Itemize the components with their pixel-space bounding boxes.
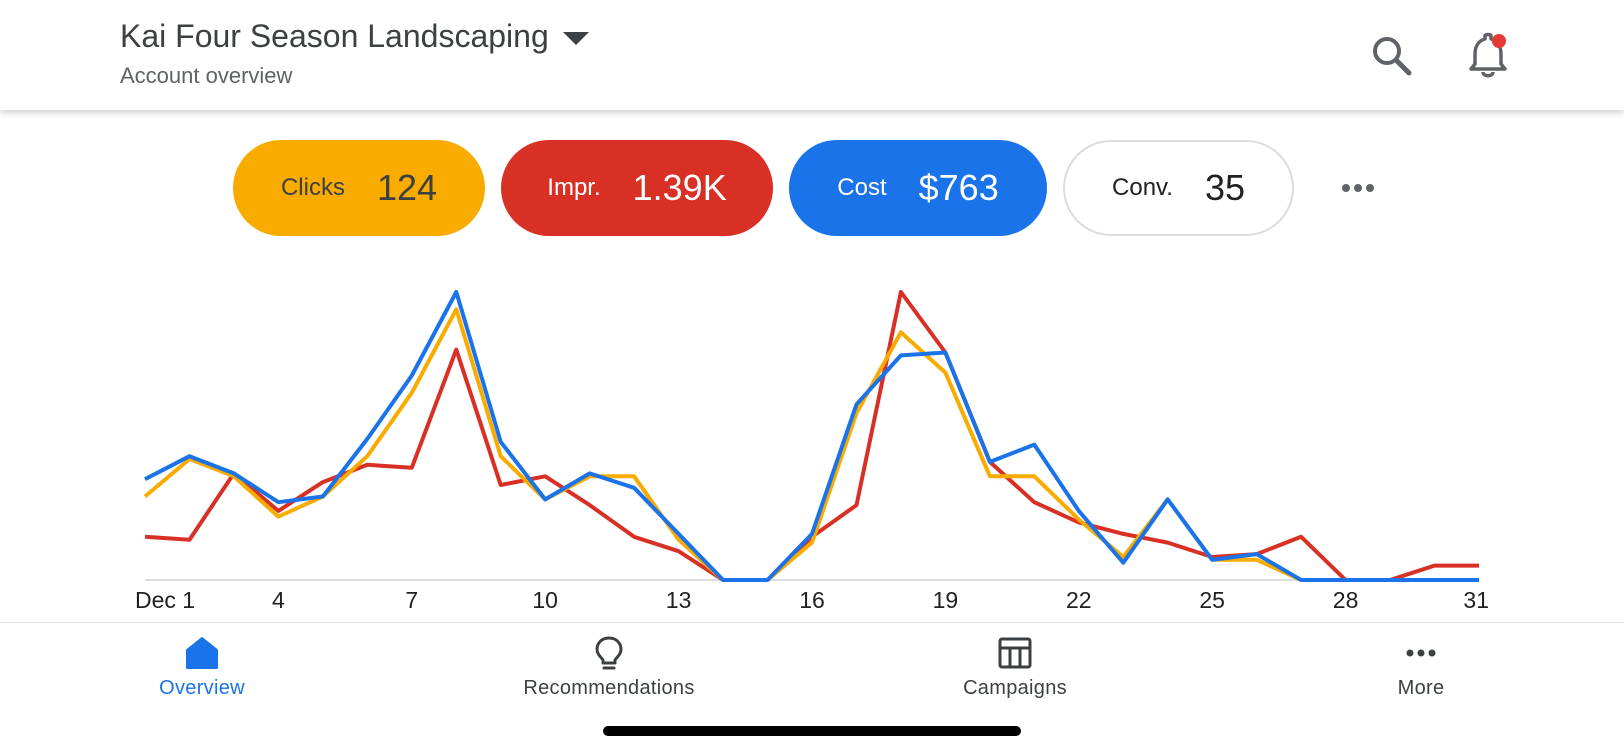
more-horiz-icon: [1342, 184, 1374, 192]
performance-chart: Dec 1 4 7 10 13 16 19 22 25 28 31: [135, 290, 1489, 613]
account-selector[interactable]: Kai Four Season Landscaping: [120, 18, 589, 55]
metric-chip-conversions[interactable]: Conv. 35: [1063, 140, 1294, 236]
metric-label: Cost: [837, 174, 887, 201]
metric-label: Clicks: [280, 174, 345, 201]
metric-value: 35: [1204, 167, 1245, 208]
home-icon: [186, 637, 218, 669]
x-tick-label: 7: [405, 587, 418, 613]
x-tick-label: 19: [933, 587, 959, 613]
nav-label: Recommendations: [523, 677, 695, 699]
metric-chip-clicks[interactable]: Clicks 124: [233, 140, 485, 236]
nav-label: Campaigns: [963, 677, 1067, 699]
search-button[interactable]: [1370, 34, 1414, 78]
series-line-2: [144, 290, 1479, 582]
nav-more[interactable]: More: [1301, 635, 1541, 705]
table-icon: [998, 637, 1032, 669]
x-tick-label: 28: [1333, 587, 1359, 613]
notification-dot: [1492, 34, 1506, 48]
series-line-1: [143, 307, 1479, 582]
lightbulb-icon: [595, 636, 623, 670]
x-tick-label: 16: [799, 587, 825, 613]
metric-label: Impr.: [547, 174, 601, 201]
x-tick-label: 4: [272, 587, 285, 613]
page-subtitle: Account overview: [120, 63, 293, 88]
bell-icon: [1469, 32, 1507, 78]
metric-chip-impressions[interactable]: Impr. 1.39K: [501, 140, 773, 236]
metric-value: 124: [376, 167, 438, 208]
x-tick-label: 22: [1066, 587, 1092, 613]
x-tick-label: Dec 1: [135, 587, 195, 613]
x-tick-label: 10: [532, 587, 558, 613]
notifications-button[interactable]: [1465, 30, 1511, 80]
search-icon: [1373, 37, 1412, 76]
bottom-navigation: Overview Recommendations Campaigns More: [0, 622, 1624, 751]
nav-recommendations[interactable]: Recommendations: [489, 635, 729, 705]
metric-label: Conv.: [1112, 174, 1173, 201]
metric-value: 1.39K: [632, 167, 727, 208]
x-tick-label: 13: [666, 587, 692, 613]
app-header: Kai Four Season Landscaping Account over…: [0, 0, 1624, 110]
metric-chips: Clicks 124 Impr. 1.39K Cost $763 Conv. 3…: [0, 140, 1624, 236]
nav-campaigns[interactable]: Campaigns: [895, 635, 1135, 705]
more-metrics-button[interactable]: [1340, 170, 1376, 206]
metric-chip-cost[interactable]: Cost $763: [789, 140, 1047, 236]
chevron-down-icon[interactable]: [562, 32, 589, 45]
x-tick-label: 31: [1463, 587, 1489, 613]
nav-overview[interactable]: Overview: [82, 635, 322, 705]
more-horiz-icon: [1406, 649, 1436, 657]
nav-label: Overview: [159, 677, 245, 699]
account-name: Kai Four Season Landscaping: [120, 18, 549, 54]
home-indicator: [603, 726, 1021, 736]
x-tick-label: 25: [1199, 587, 1225, 613]
nav-label: More: [1397, 677, 1445, 699]
metric-value: $763: [918, 167, 999, 208]
